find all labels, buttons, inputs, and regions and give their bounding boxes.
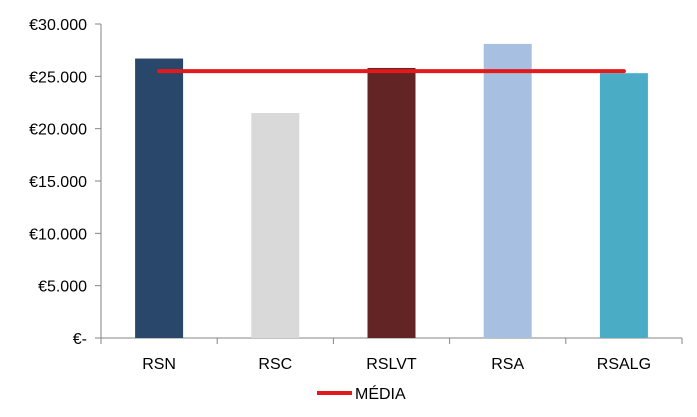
bar-rslvt [367,67,416,339]
axes: €- €5.000 €10.000 €15.000 €20.000 €25.000 €30.… [29,17,683,373]
legend-label: MÉDIA [355,384,406,403]
x-tick-label: RSN [142,356,176,373]
y-tick-label: €- [73,331,87,348]
x-tick-label: RSC [258,356,292,373]
bar-rsalg [599,73,648,339]
y-tick-label: €30.000 [29,17,87,34]
x-tick-label: RSA [491,356,524,373]
bar-rsn [135,58,184,338]
legend: MÉDIA [317,384,406,403]
bar-rsc [251,112,300,338]
y-tick-label: €25.000 [29,69,87,86]
x-tick-label: RSLVT [366,356,417,373]
y-tick-label: €20.000 [29,122,87,139]
x-tick-label: RSALG [597,356,651,373]
y-tick-label: €5.000 [38,279,87,296]
y-tick-label: €10.000 [29,226,87,243]
y-tick-label: €15.000 [29,174,87,191]
bar-rsa [483,43,532,339]
bars [135,43,648,339]
